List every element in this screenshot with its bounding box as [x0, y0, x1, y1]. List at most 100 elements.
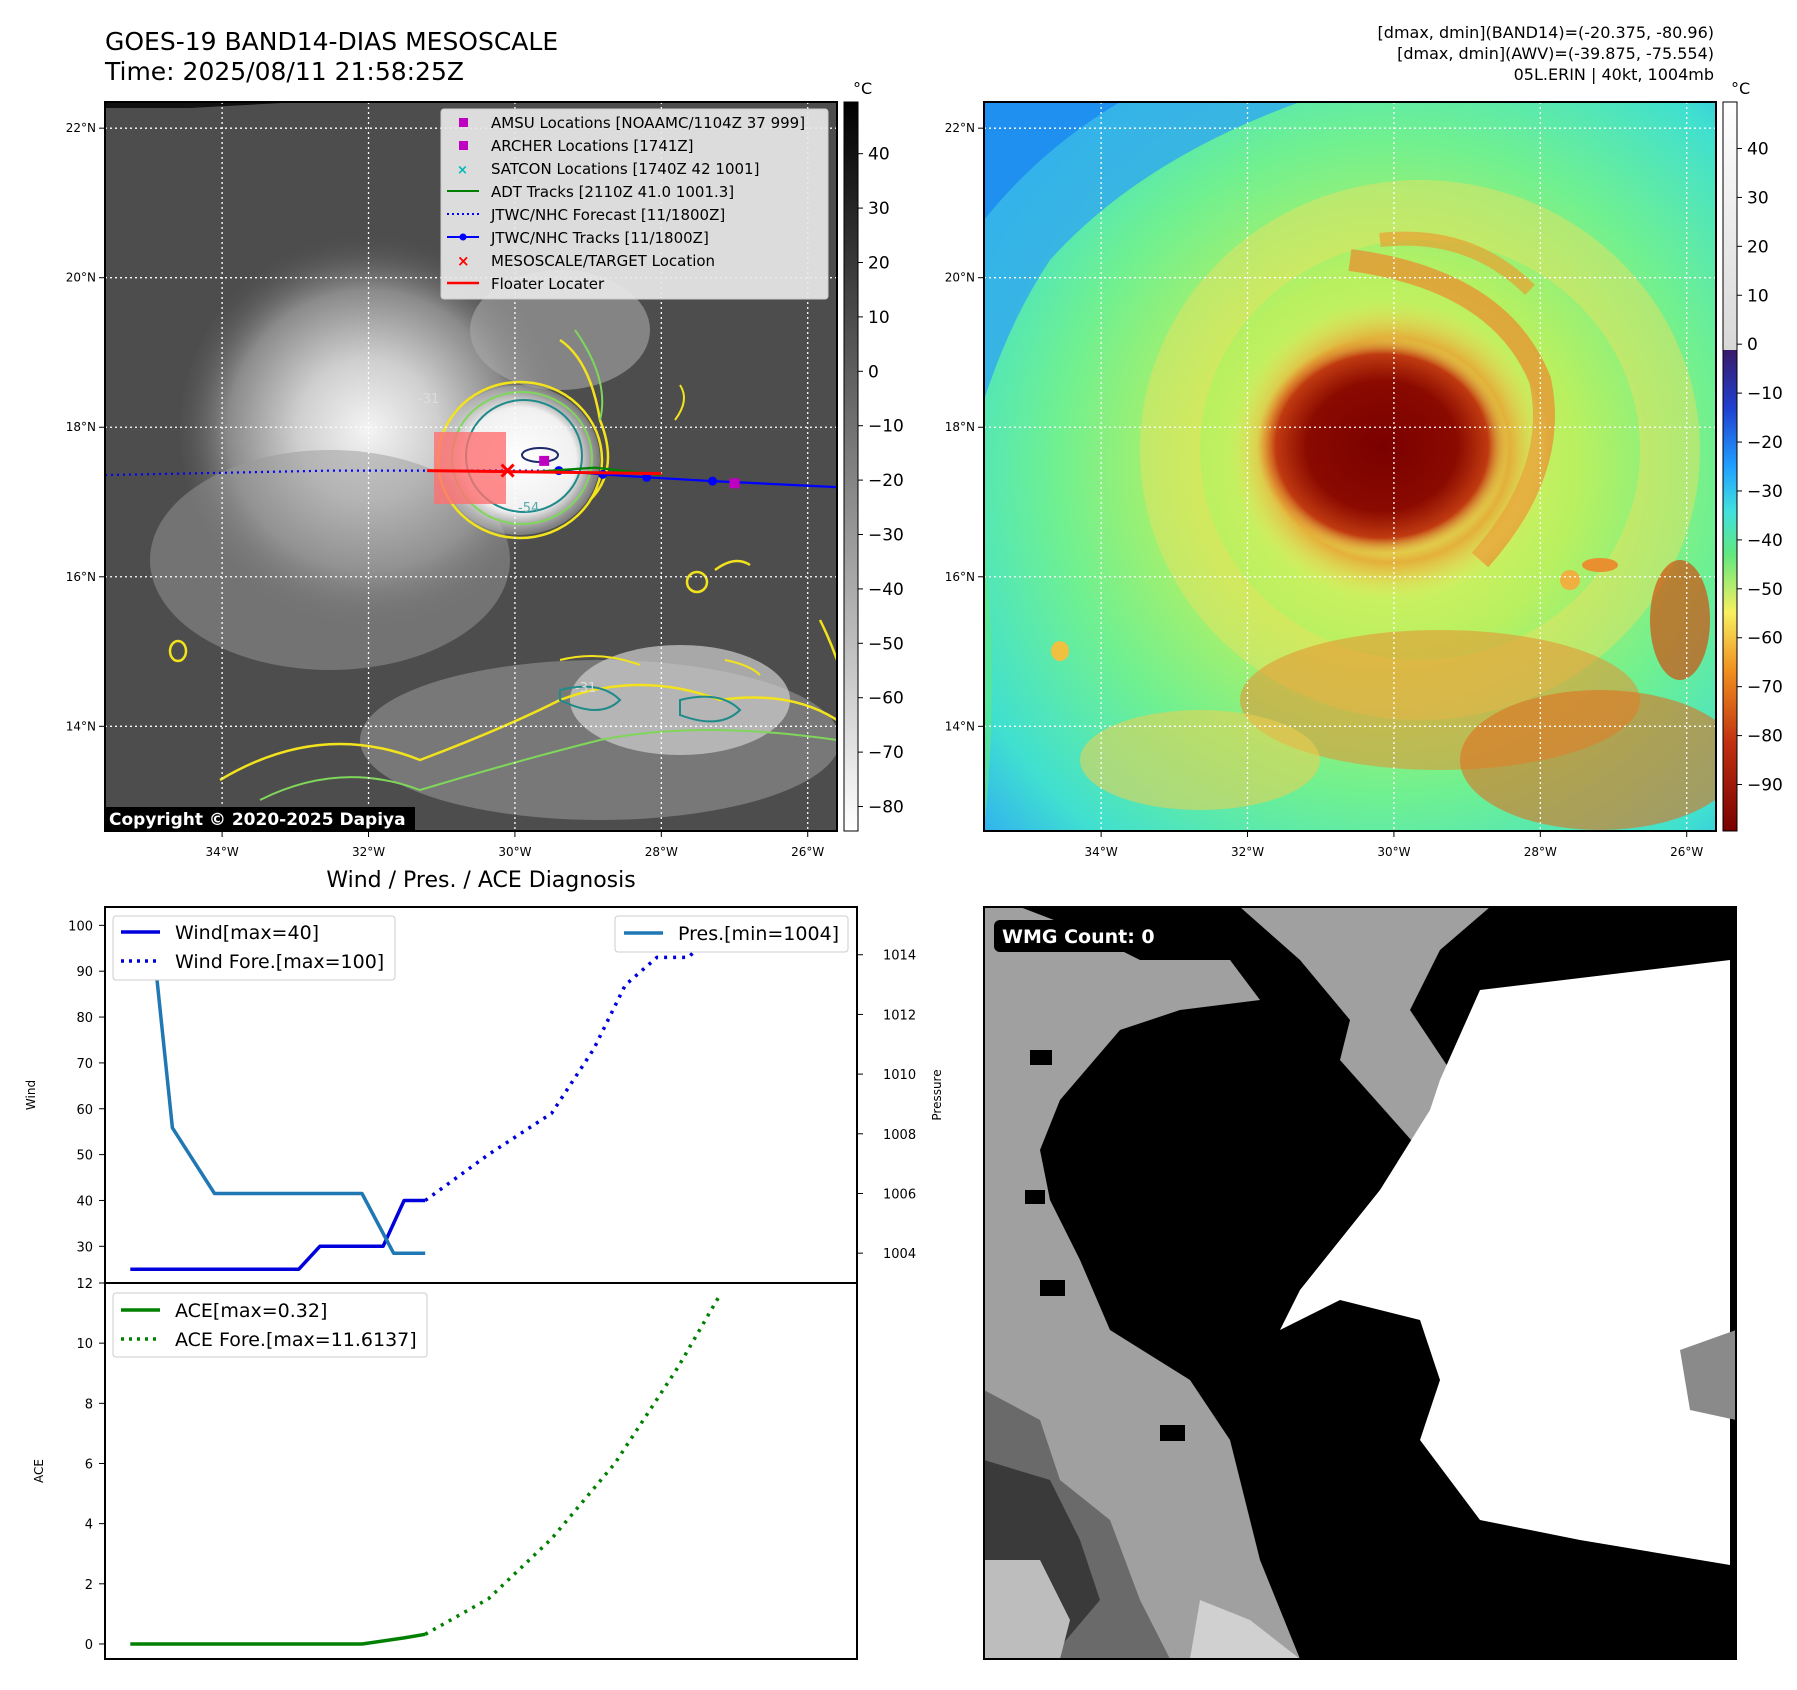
lat-tick-label: 20°N	[66, 271, 96, 285]
ir-colorbar-unit: °C	[853, 79, 872, 98]
lat-tick-label: 20°N	[945, 271, 975, 285]
legend-entry: ARCHER Locations [1741Z]	[491, 137, 694, 155]
colorbar-tick-label: 20	[1747, 237, 1769, 257]
series-line	[424, 1293, 722, 1636]
lat-tick-label: 18°N	[66, 420, 96, 434]
lon-tick-label: 32°W	[1231, 845, 1264, 859]
y-right-tick-label: 1010	[883, 1068, 916, 1083]
floater-box	[434, 432, 506, 504]
colorbar-tick-label: 40	[868, 145, 890, 165]
copyright-box	[105, 807, 415, 831]
legend-entry: Wind[max=40]	[175, 922, 319, 944]
y-tick-label: 8	[85, 1397, 93, 1412]
y-tick-label: 30	[76, 1240, 93, 1255]
ir-colorbar	[843, 101, 859, 832]
wind-ylabel: Wind	[24, 1080, 38, 1110]
legend-marker	[459, 141, 468, 150]
ir-tracks	[105, 455, 837, 489]
copyright: Copyright © 2020-2025 Dapiya	[109, 810, 406, 830]
y-tick-label: 12	[76, 1277, 93, 1292]
colorbar-tick-label: 10	[1747, 286, 1769, 306]
legend-marker: ×	[457, 252, 470, 270]
legend-marker	[459, 118, 468, 127]
lat-tick-label: 16°N	[945, 570, 975, 584]
colorbar-tick-label: −90	[1747, 776, 1783, 796]
amsu-marker	[539, 455, 550, 466]
chart-title: Wind / Pres. / ACE Diagnosis	[326, 868, 635, 893]
awv-colorbar	[1722, 101, 1738, 832]
series-line	[130, 923, 426, 1255]
awv-colorbar-unit: °C	[1731, 79, 1750, 98]
ace-ylabel: ACE	[32, 1459, 46, 1483]
y-right-tick-label: 1008	[883, 1128, 916, 1143]
lon-tick-label: 26°W	[791, 845, 824, 859]
lon-tick-label: 26°W	[1670, 845, 1703, 859]
y-tick-label: 2	[85, 1578, 93, 1593]
colorbar-tick-label: −10	[1747, 384, 1783, 404]
pressure-legend: Pres.[min=1004]	[614, 915, 849, 953]
colorbar-tick-label: −10	[868, 417, 904, 437]
series-line	[130, 1632, 426, 1646]
colorbar-tick-label: −30	[868, 526, 904, 546]
colorbar-tick-label: −40	[868, 580, 904, 600]
lat-tick-label: 22°N	[945, 121, 975, 135]
contour-label: -54	[518, 501, 539, 516]
colorbar-tick-label: 10	[868, 308, 890, 328]
lon-tick-label: 34°W	[206, 845, 239, 859]
awv-map-panel	[984, 102, 1716, 831]
lon-tick-label: 30°W	[1377, 845, 1410, 859]
track-point	[642, 472, 652, 482]
colorbar-tick-label: 0	[868, 362, 879, 382]
y-tick-label: 100	[68, 919, 93, 934]
colorbar-tick-label: −40	[1747, 531, 1783, 551]
stats-awv: [dmax, dmin](AWV)=(-39.875, -75.554)	[1397, 44, 1714, 63]
ir-legend: AMSU Locations [NOAAMC/1104Z 37 999] ARC…	[440, 108, 829, 300]
lat-tick-label: 14°N	[945, 719, 975, 733]
lat-tick-label: 14°N	[66, 719, 96, 733]
ace-lines	[130, 1293, 722, 1646]
legend-entry: ACE Fore.[max=11.6137]	[175, 1329, 417, 1351]
y-tick-label: 90	[76, 965, 93, 980]
legend-entry: SATCON Locations [1740Z 42 1001]	[491, 160, 759, 178]
colorbar-tick-label: −60	[868, 689, 904, 709]
colorbar-tick-label: −30	[1747, 482, 1783, 502]
wmg-count: WMG Count: 0	[1002, 926, 1155, 948]
colorbar-tick-label: −50	[868, 634, 904, 654]
awv-gridlines	[984, 102, 1716, 831]
lon-tick-label: 34°W	[1085, 845, 1118, 859]
lat-tick-label: 16°N	[66, 570, 96, 584]
colorbar-tick-label: −80	[1747, 727, 1783, 747]
y-right-tick-label: 1014	[883, 949, 916, 964]
awv-colorbar-ticks: 40 30 20 10 0 −10 −20 −30 −40 −50 −60 −70 −80 −90	[1737, 139, 1783, 796]
target-marker	[500, 463, 515, 478]
colorbar-tick-label: −80	[868, 798, 904, 818]
legend-entry: ADT Tracks [2110Z 41.0 1001.3]	[491, 183, 734, 201]
colorbar-tick-label: −70	[1747, 678, 1783, 698]
legend-entry: JTWC/NHC Tracks [11/1800Z]	[490, 229, 709, 247]
y-tick-label: 60	[76, 1103, 93, 1118]
pressure-ylabel: Pressure	[930, 1069, 944, 1120]
colorbar-tick-label: −70	[868, 743, 904, 763]
lon-tick-label: 28°W	[645, 845, 678, 859]
legend-entry: JTWC/NHC Forecast [11/1800Z]	[490, 206, 725, 224]
y-tick-label: 70	[76, 1057, 93, 1072]
legend-marker: ×	[457, 163, 468, 178]
colorbar-tick-label: −60	[1747, 629, 1783, 649]
legend-entry: Pres.[min=1004]	[678, 923, 839, 945]
colorbar-tick-label: −50	[1747, 580, 1783, 600]
legend-entry: MESOSCALE/TARGET Location	[491, 252, 715, 270]
legend-entry: Floater Locater	[491, 275, 605, 293]
ir-axis-ticks: 34°W 32°W 30°W 28°W 26°W 22°N 20°N 18°N 16°N 14°N	[66, 121, 825, 859]
legend-entry: ACE[max=0.32]	[175, 1300, 327, 1322]
y-right-tick-label: 1012	[883, 1008, 916, 1023]
y-tick-label: 40	[76, 1194, 93, 1209]
ace-axis-ticks: 12 10 8 6 4 2 0	[76, 1277, 105, 1653]
track-point	[708, 476, 718, 486]
colorbar-tick-label: −20	[868, 471, 904, 491]
y-tick-label: 10	[76, 1337, 93, 1352]
series-line	[130, 1198, 426, 1271]
ace-legend: ACE[max=0.32] ACE Fore.[max=11.6137]	[112, 1292, 428, 1358]
ir-colorbar-ticks: 40 30 20 10 0 −10 −20 −30 −40 −50 −60 −70 −80	[858, 145, 904, 818]
wmg-panel	[984, 907, 1736, 1659]
